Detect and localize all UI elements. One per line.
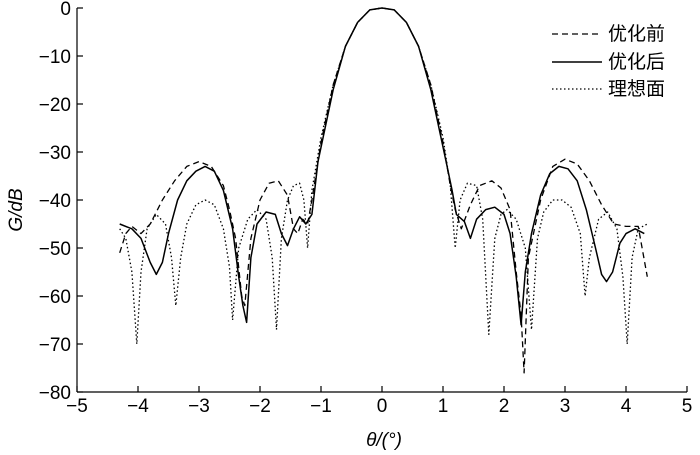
legend-label-2: 理想面 (608, 78, 665, 100)
x-tick-label: 5 (682, 396, 693, 417)
x-tick-label: −1 (310, 396, 332, 417)
y-tick-label: −30 (39, 143, 71, 164)
x-tick-label: 3 (560, 396, 571, 417)
y-tick-label: −80 (39, 383, 71, 404)
y-tick-label: 0 (60, 0, 71, 20)
x-tick-label: −2 (249, 396, 271, 417)
x-tick-label: 1 (438, 396, 449, 417)
y-tick-label: −50 (39, 239, 71, 260)
x-axis-label: θ/(°) (366, 430, 402, 451)
ticks: −5 −4 −3 −2 −1 0 1 2 3 4 50−10−20−30−40−50−60−70−8… (39, 0, 693, 417)
x-tick-label: 4 (621, 396, 632, 417)
y-tick-label: −70 (39, 335, 71, 356)
y-axis-label: G/dB (6, 188, 27, 232)
y-tick-label: −20 (39, 95, 71, 116)
y-tick-label: −10 (39, 47, 71, 68)
x-tick-label: −5 (66, 396, 88, 417)
series-line-2 (119, 7, 648, 345)
x-tick-label: −4 (127, 396, 149, 417)
legend: 优化前 优化后 理想面 (552, 23, 665, 100)
y-tick-label: −40 (39, 191, 71, 212)
x-tick-label: −3 (188, 396, 210, 417)
legend-label-1: 优化后 (608, 51, 665, 73)
series-lines (119, 7, 648, 374)
axes (76, 8, 687, 393)
x-tick-label: 2 (499, 396, 510, 417)
y-tick-label: −60 (39, 287, 71, 308)
series-line-1 (119, 7, 645, 326)
legend-label-0: 优化前 (608, 23, 665, 45)
x-tick-label: 0 (377, 396, 388, 417)
